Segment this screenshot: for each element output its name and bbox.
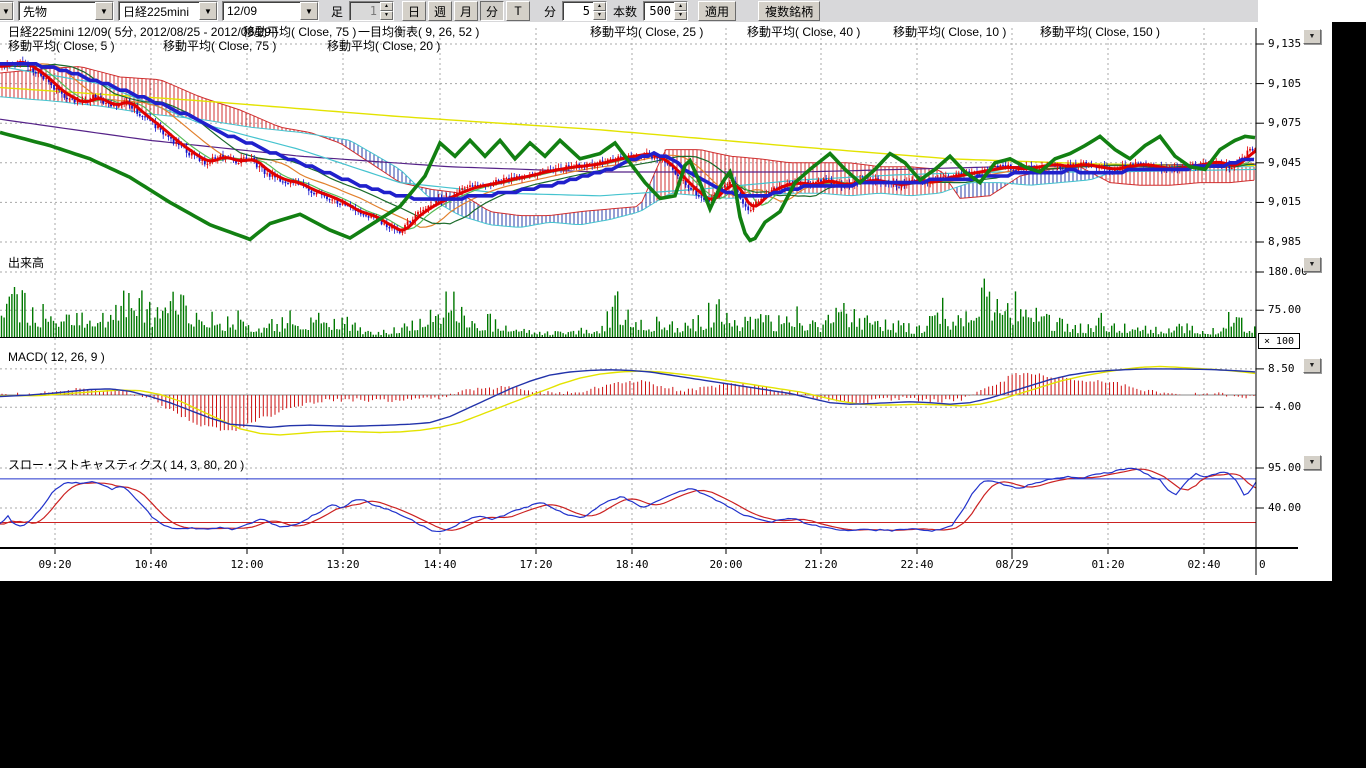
bar-interval-stepper[interactable]: 1 ▲▼: [349, 1, 394, 21]
price-axis-label: 9,135: [1268, 37, 1301, 50]
bar-count-stepper[interactable]: 500 ▲▼: [643, 1, 688, 21]
period-tick-button[interactable]: T: [506, 1, 530, 21]
x-axis-label: 21:20: [804, 558, 837, 571]
instrument-combobox[interactable]: 日経225mini ▼: [118, 1, 218, 21]
chart-canvas: [0, 22, 1332, 581]
price-axis-label: 9,015: [1268, 195, 1301, 208]
macd-axis-label: -4.00: [1268, 400, 1301, 413]
x-axis-label: 18:40: [615, 558, 648, 571]
price-axis-label: 9,105: [1268, 77, 1301, 90]
legend-item: 移動平均( Close, 25 ): [590, 23, 703, 40]
period-minute-button[interactable]: 分: [480, 1, 504, 21]
chevron-down-icon[interactable]: ▼: [300, 2, 318, 20]
volume-multiplier-badge: × 100: [1258, 333, 1300, 349]
main-panel-menu-arrow[interactable]: ▼: [1303, 29, 1321, 44]
toolbar-right-spacer: [1258, 0, 1366, 22]
chevron-down-icon: ▼: [1309, 362, 1316, 369]
volume-axis-label: 75.00: [1268, 303, 1301, 316]
category-combobox[interactable]: 先物 ▼: [18, 1, 114, 21]
x-axis-label: 02:40: [1187, 558, 1220, 571]
price-axis-label: 9,075: [1268, 116, 1301, 129]
x-axis-label: 09:20: [38, 558, 71, 571]
multi-symbol-button[interactable]: 複数銘柄: [758, 1, 820, 21]
stoch-panel-menu-arrow[interactable]: ▼: [1303, 455, 1321, 470]
legend-item: 移動平均( Close, 5 ): [8, 37, 115, 54]
x-axis-label: 12:00: [230, 558, 263, 571]
chart-area: 日経225mini 12/09( 5分, 2012/08/25 - 2012/0…: [0, 22, 1332, 581]
spin-down-icon[interactable]: ▼: [674, 11, 687, 20]
x-axis-label: 08/29: [995, 558, 1028, 571]
clipped-combobox[interactable]: ▼: [0, 1, 14, 21]
chevron-down-icon: ▼: [1309, 261, 1316, 268]
legend-item: 移動平均( Close, 75 ): [163, 37, 276, 54]
x-axis-label: 20:00: [709, 558, 742, 571]
legend-item: 移動平均( Close, 20 ): [327, 37, 440, 54]
bar-type-label: 足: [329, 3, 345, 20]
stoch-panel-title: スロー・ストキャスティクス( 14, 3, 80, 20 ): [8, 456, 244, 473]
legend-item: 移動平均( Close, 150 ): [1040, 23, 1160, 40]
chevron-down-icon[interactable]: ▼: [95, 2, 113, 20]
x-axis-label: 22:40: [900, 558, 933, 571]
stoch-axis-label: 40.00: [1268, 501, 1301, 514]
bar-count-value: 500: [644, 2, 674, 20]
spin-down-icon[interactable]: ▼: [593, 11, 606, 20]
chevron-down-icon: ▼: [1309, 459, 1316, 466]
price-axis-label: 9,045: [1268, 156, 1301, 169]
minute-label: 分: [542, 3, 558, 20]
spin-up-icon[interactable]: ▲: [593, 2, 606, 11]
chevron-down-icon: ▼: [1309, 33, 1316, 40]
spin-up-icon[interactable]: ▲: [380, 2, 393, 11]
instrument-value: 日経225mini: [119, 3, 199, 20]
legend-item: 移動平均( Close, 40 ): [747, 23, 860, 40]
spin-down-icon[interactable]: ▼: [380, 11, 393, 20]
volume-axis-label: 180.00: [1268, 265, 1308, 278]
spinner-buttons[interactable]: ▲▼: [380, 2, 393, 20]
stoch-axis-label: 95.00: [1268, 461, 1301, 474]
volume-panel-title: 出来高: [8, 254, 44, 271]
chevron-down-icon[interactable]: ▼: [0, 2, 13, 20]
toolbar: ▼ 先物 ▼ 日経225mini ▼ 12/09 ▼ 足 1 ▲▼ 日 週 月 …: [0, 0, 1258, 23]
bar-interval-value: 1: [350, 2, 380, 20]
period-monthly-button[interactable]: 月: [454, 1, 478, 21]
minute-stepper[interactable]: 5 ▲▼: [562, 1, 607, 21]
volume-panel-menu-arrow[interactable]: ▼: [1303, 257, 1321, 272]
spinner-buttons[interactable]: ▲▼: [593, 2, 606, 20]
apply-button[interactable]: 適用: [698, 1, 736, 21]
price-axis-label: 8,985: [1268, 235, 1301, 248]
category-value: 先物: [19, 3, 95, 20]
bar-count-label: 本数: [611, 3, 639, 20]
contract-month-value: 12/09: [223, 4, 300, 18]
period-weekly-button[interactable]: 週: [428, 1, 452, 21]
x-axis-label: 17:20: [519, 558, 552, 571]
period-daily-button[interactable]: 日: [402, 1, 426, 21]
x-axis-label: 14:40: [423, 558, 456, 571]
chevron-down-icon[interactable]: ▼: [199, 2, 217, 20]
contract-month-combobox[interactable]: 12/09 ▼: [222, 1, 319, 21]
minute-value: 5: [563, 2, 593, 20]
spinner-buttons[interactable]: ▲▼: [674, 2, 687, 20]
legend-item: 移動平均( Close, 10 ): [893, 23, 1006, 40]
app-window: ▼ 先物 ▼ 日経225mini ▼ 12/09 ▼ 足 1 ▲▼ 日 週 月 …: [0, 0, 1366, 768]
x-axis-label: 01:20: [1091, 558, 1124, 571]
macd-axis-label: 8.50: [1268, 362, 1295, 375]
x-axis-label: 10:40: [134, 558, 167, 571]
macd-panel-title: MACD( 12, 26, 9 ): [8, 350, 105, 364]
macd-panel-menu-arrow[interactable]: ▼: [1303, 358, 1321, 373]
spin-up-icon[interactable]: ▲: [674, 2, 687, 11]
x-axis-label: 13:20: [326, 558, 359, 571]
x-axis-end-label: 0: [1259, 558, 1266, 571]
